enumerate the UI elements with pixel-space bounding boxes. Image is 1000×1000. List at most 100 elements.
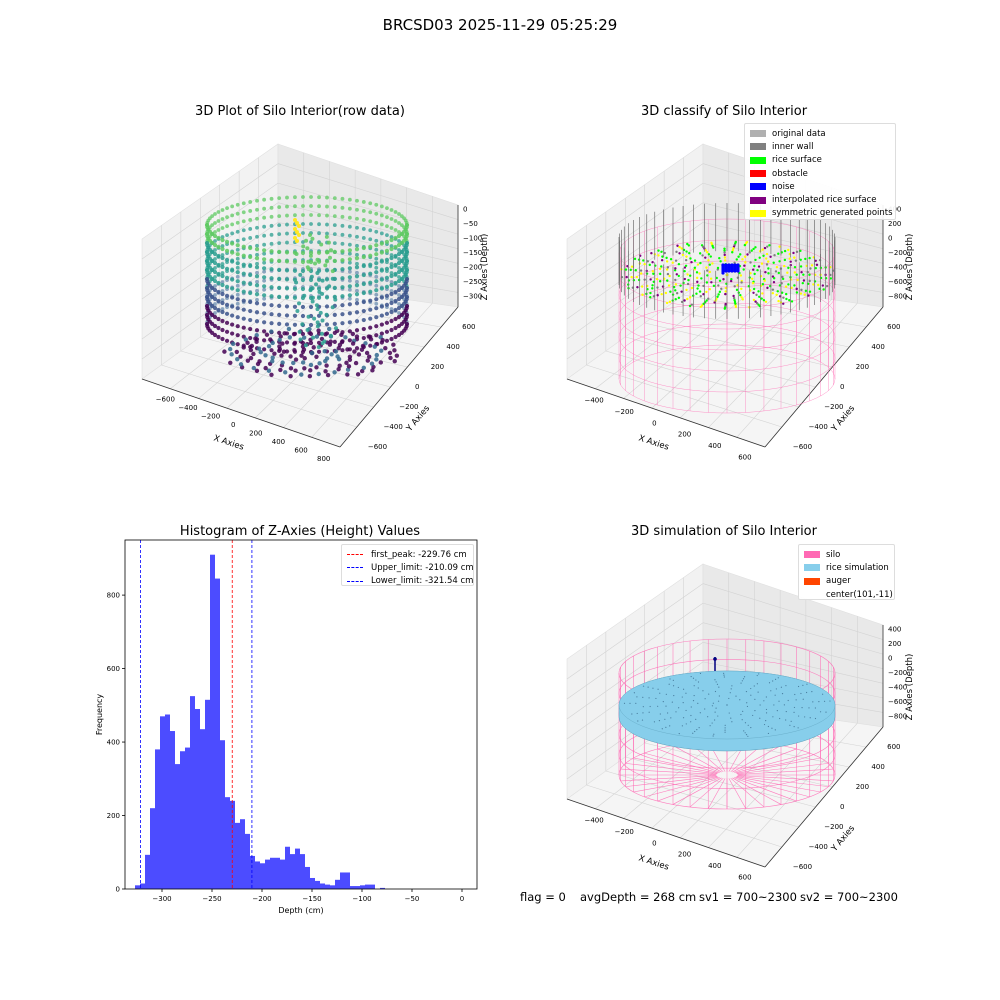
sim-silo-line: [736, 757, 821, 774]
sim-silo-line: [620, 775, 717, 782]
cls-point: [707, 253, 711, 256]
raw-point: [278, 334, 283, 339]
raw-point: [293, 368, 298, 373]
cls-point: [681, 253, 685, 257]
cls-point: [718, 256, 721, 260]
histogram-bar: [360, 885, 365, 889]
raw-point: [302, 356, 307, 361]
raw-point: [347, 248, 352, 253]
raw-point: [354, 274, 360, 279]
sim-mesh-point: [653, 721, 656, 723]
cls-point: [674, 289, 677, 292]
legend-swatch: [750, 130, 766, 138]
raw-point: [320, 291, 325, 296]
histogram-bar: [255, 861, 260, 889]
raw-point: [285, 240, 289, 245]
sim-mesh-point: [702, 690, 704, 692]
cls-point: [669, 290, 672, 293]
raw-point: [361, 335, 366, 341]
cls-point: [800, 271, 803, 274]
cls-point: [789, 260, 792, 263]
raw-point: [277, 232, 282, 237]
raw-point: [323, 369, 328, 374]
raw-point: [216, 228, 221, 232]
raw-point: [389, 327, 394, 333]
raw-point: [262, 311, 267, 316]
raw-point: [264, 332, 270, 337]
sim-mesh-point: [692, 732, 694, 734]
cls-grid-line: [702, 221, 884, 264]
cls-point: [766, 286, 769, 290]
raw-point: [220, 327, 225, 333]
sim-mesh-point: [647, 686, 649, 688]
raw-point: [235, 315, 240, 320]
cls-point: [767, 260, 770, 263]
raw-point: [339, 332, 344, 338]
raw-point: [235, 306, 240, 311]
cls-point: [698, 290, 702, 293]
legend-entry: interpolated rice surface: [750, 193, 890, 206]
raw-point: [284, 250, 290, 255]
raw-point: [277, 321, 282, 326]
raw-z-tick-label: −50: [463, 220, 478, 228]
raw-point: [269, 249, 274, 254]
raw-point: [332, 214, 337, 219]
raw-point: [379, 295, 384, 300]
raw-point: [308, 288, 313, 293]
cls-point: [701, 304, 704, 307]
cls-point: [754, 258, 757, 262]
raw-point: [216, 253, 221, 259]
sim-mesh-point: [726, 704, 728, 706]
raw-point: [354, 301, 360, 306]
raw-point: [300, 268, 306, 274]
cls-point: [744, 261, 747, 264]
raw-point: [234, 349, 240, 355]
legend-swatch: [750, 156, 766, 164]
cls-point: [778, 284, 782, 287]
legend-entry: symmetric generated points: [750, 207, 893, 220]
cls-point: [814, 266, 818, 270]
raw-grid-line: [277, 182, 459, 235]
cls-point: [781, 277, 785, 281]
raw-point: [389, 235, 394, 239]
raw-point: [389, 318, 394, 324]
raw-point: [235, 247, 240, 252]
cls-point: [651, 287, 654, 290]
raw-point: [340, 321, 345, 326]
raw-point: [284, 313, 290, 318]
cls-point: [804, 257, 807, 261]
raw-point: [314, 365, 319, 370]
raw-point: [318, 310, 323, 315]
raw-point: [368, 237, 373, 242]
sim-mesh-point: [648, 697, 650, 699]
cls-point: [808, 279, 811, 283]
raw-point: [379, 313, 384, 318]
sim-silo-line: [732, 777, 782, 805]
raw-point: [347, 302, 352, 307]
sim-mesh-point: [773, 704, 775, 706]
raw-point: [280, 341, 285, 346]
sim-mesh-point: [750, 694, 752, 696]
sim-z-tick-label: 200: [888, 640, 901, 648]
histogram-bar: [300, 854, 305, 889]
cls-point: [723, 259, 727, 262]
raw-point: [213, 212, 217, 216]
cls-point: [723, 251, 726, 254]
raw-point: [308, 368, 313, 373]
sim-y-axis-line: [764, 726, 884, 868]
sim-grid-line: [736, 723, 858, 858]
raw-point: [347, 329, 352, 334]
cls-point: [783, 258, 787, 262]
legend-label: rice surface: [772, 155, 822, 166]
raw-y-tick-label: 0: [415, 383, 419, 391]
cls-point: [669, 258, 673, 261]
cls-point: [764, 270, 767, 274]
cls-point: [687, 278, 690, 282]
raw-point: [309, 222, 313, 226]
sim-mesh-point: [672, 679, 674, 681]
cls-point: [812, 283, 815, 286]
cls-point: [706, 250, 709, 254]
sim-silo-line: [737, 775, 829, 787]
raw-point: [347, 278, 352, 283]
raw-point: [340, 258, 345, 263]
